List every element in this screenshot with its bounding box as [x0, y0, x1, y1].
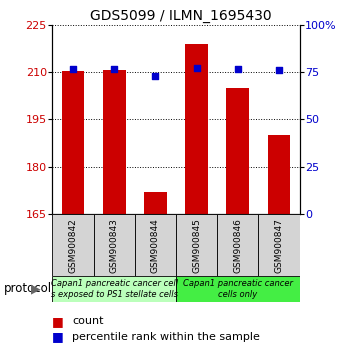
Text: GSM900844: GSM900844: [151, 218, 160, 273]
Text: count: count: [72, 316, 104, 326]
Bar: [226, 88, 249, 214]
Text: GSM900846: GSM900846: [233, 218, 242, 273]
Bar: [176, 214, 217, 276]
Point: [194, 65, 200, 71]
Bar: [185, 44, 208, 214]
Text: ■: ■: [52, 315, 64, 327]
Bar: [52, 214, 93, 276]
Text: percentile rank within the sample: percentile rank within the sample: [72, 332, 260, 342]
Point: [111, 67, 117, 72]
Bar: [93, 214, 135, 276]
Text: ■: ■: [52, 331, 64, 343]
Text: GDS5099 / ILMN_1695430: GDS5099 / ILMN_1695430: [90, 9, 271, 23]
Point: [276, 67, 282, 73]
Bar: [135, 214, 176, 276]
Text: GSM900847: GSM900847: [274, 218, 283, 273]
Bar: [176, 276, 300, 302]
Bar: [217, 214, 258, 276]
Text: GSM900845: GSM900845: [192, 218, 201, 273]
Text: Capan1 pancreatic cancer cell
s exposed to PS1 stellate cells: Capan1 pancreatic cancer cell s exposed …: [51, 279, 178, 298]
Text: GSM900843: GSM900843: [110, 218, 119, 273]
Text: protocol: protocol: [4, 282, 52, 295]
Point: [235, 67, 241, 72]
Bar: [258, 214, 300, 276]
Text: GSM900842: GSM900842: [69, 218, 78, 273]
Point: [70, 67, 76, 72]
Bar: [144, 192, 167, 214]
Point: [152, 73, 158, 79]
Bar: [103, 70, 126, 214]
Bar: [268, 135, 290, 214]
Text: Capan1 pancreatic cancer
cells only: Capan1 pancreatic cancer cells only: [183, 279, 293, 298]
Bar: [62, 70, 84, 214]
Bar: [52, 276, 176, 302]
Text: ▶: ▶: [31, 282, 41, 295]
